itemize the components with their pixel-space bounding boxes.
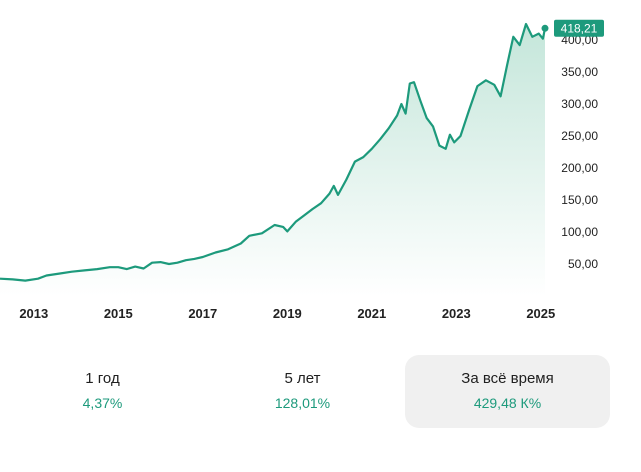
period-selector: 1 год 4,37% 5 лет 128,01% За всё время 4… [0,355,641,430]
period-return: 429,48 К% [473,395,542,411]
y-tick-label: 350,00 [561,65,598,79]
x-tick-label: 2013 [19,306,48,321]
y-tick-label: 100,00 [561,225,598,239]
y-tick-label: 300,00 [561,97,598,111]
price-area [0,24,545,296]
last-value-badge: 418,21 [554,19,604,37]
y-tick-label: 50,00 [568,257,598,271]
x-tick-label: 2025 [526,306,555,321]
period-return: 128,01% [274,395,331,411]
period-1-year[interactable]: 1 год 4,37% [0,355,205,428]
price-chart: 50,00 100,00 150,00 200,00 250,00 300,00 350,0… [0,19,604,321]
period-return: 4,37% [82,395,123,411]
period-label: 1 год [85,370,120,387]
y-tick-label: 150,00 [561,193,598,207]
price-line [0,22,547,282]
y-tick-label: 250,00 [561,129,598,143]
period-5-years[interactable]: 5 лет 128,01% [200,355,405,428]
last-value-label: 418,21 [561,21,598,35]
period-label: 5 лет [284,370,321,387]
x-tick-label: 2019 [273,306,302,321]
x-tick-label: 2023 [442,306,471,321]
x-tick-label: 2015 [104,306,133,321]
y-tick-label: 200,00 [561,161,598,175]
period-label: За всё время [461,370,554,387]
x-tick-label: 2021 [357,306,386,321]
period-all-time[interactable]: За всё время 429,48 К% [405,355,610,428]
last-value-point [541,24,549,32]
x-tick-label: 2017 [188,306,217,321]
